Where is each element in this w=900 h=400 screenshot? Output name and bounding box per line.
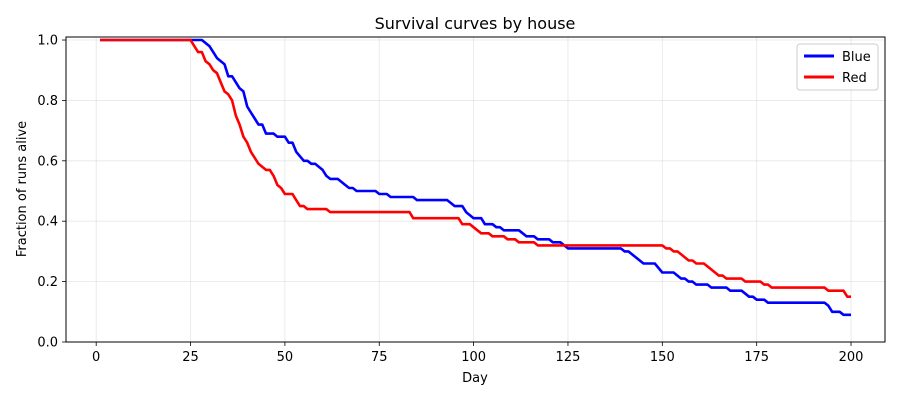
y-tick-label: 1.0 xyxy=(37,34,58,49)
x-tick-label: 175 xyxy=(744,350,769,365)
x-tick-label: 25 xyxy=(182,350,199,365)
x-tick-label: 125 xyxy=(556,350,581,365)
plot-frame xyxy=(65,36,886,343)
y-tick-label: 0.6 xyxy=(37,154,58,169)
y-axis-label: Fraction of runs alive xyxy=(15,121,30,257)
y-tick-label: 0.2 xyxy=(37,275,58,290)
x-tick-label: 200 xyxy=(839,350,864,365)
x-tick-label: 50 xyxy=(277,350,294,365)
series-line-blue xyxy=(100,38,851,317)
legend: Blue Red xyxy=(796,43,879,91)
chart-title: Survival curves by house xyxy=(375,14,576,33)
series-line-red xyxy=(100,38,851,298)
legend-label-blue: Blue xyxy=(842,50,871,65)
x-tick-label: 100 xyxy=(461,350,486,365)
y-tick-label: 0.8 xyxy=(37,94,58,109)
x-axis-label: Day xyxy=(462,371,488,386)
series-lines xyxy=(100,38,851,317)
x-tick-label: 75 xyxy=(371,350,388,365)
legend-label-red: Red xyxy=(842,71,867,86)
y-tick-label: 0.4 xyxy=(37,215,58,230)
x-tick-label: 0 xyxy=(92,350,100,365)
axis-ticks: 0 25 50 75 100 125 150 175 200 0.0 0.2 0.4 0.6 0.8 1.0 xyxy=(37,34,863,365)
y-tick-label: 0.0 xyxy=(37,336,58,351)
x-tick-label: 150 xyxy=(650,350,675,365)
